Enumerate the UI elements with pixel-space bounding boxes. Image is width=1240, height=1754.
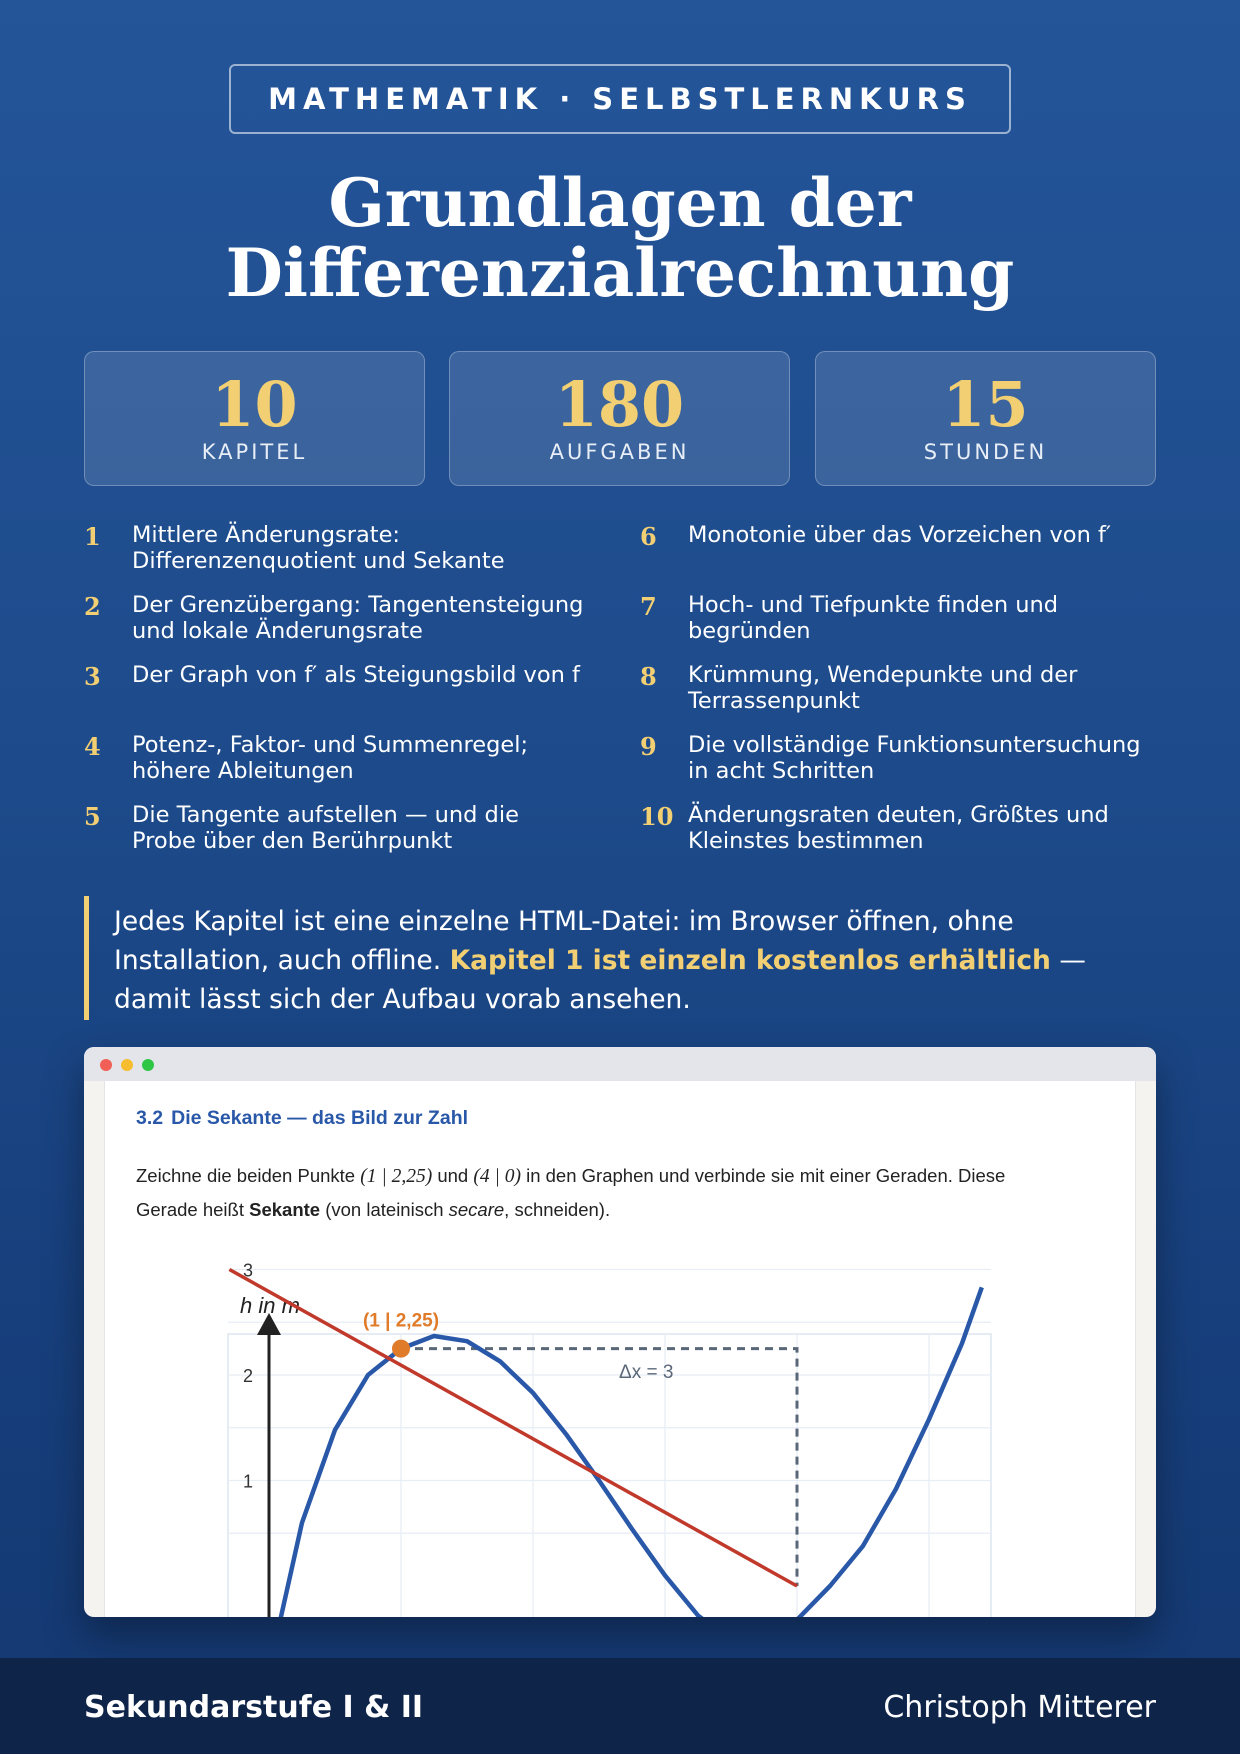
secant-chart: h in m 1 2 3 Δx = 3 (1 | 2,25) [227,1261,992,1617]
footer-author: Christoph Mitterer [883,1690,1156,1725]
chapter-title: Der Graph von f′ als Steigungsbild von f [132,662,580,688]
chapter-number: 2 [84,592,101,621]
course-title: Grundlagen der Differenzialrechnung [0,168,1240,308]
stat-label: KAPITEL [201,440,308,464]
chapter-number: 10 [640,802,674,831]
chapter-title: Hoch- und Tiefpunkte finden und begründen [688,592,1059,644]
section-heading: 3.2 Die Sekante — das Bild zur Zahl [136,1107,469,1129]
function-curve [278,1286,984,1617]
close-dot-icon [100,1059,112,1071]
chapter-item: 10 Änderungsraten deuten, Größtes und Kle… [640,802,1180,862]
stat-value: 180 [554,368,685,441]
secant-line [228,1267,798,1588]
stat-chapters: 10 KAPITEL [84,351,425,486]
minimize-dot-icon [121,1059,133,1071]
title-line-2: Differenzialrechnung [225,234,1015,312]
chapter-item: 4 Potenz-, Faktor- und Summenregel; höher… [84,732,624,792]
chapter-title: Die Tangente aufstellen — und die Probe ü… [132,802,519,854]
stat-label: STUNDEN [923,440,1048,464]
footer-bar: Sekundarstufe I & II Christoph Mitterer [0,1658,1240,1754]
chapter-number: 8 [640,662,657,691]
point-marker [392,1339,410,1358]
preview-page: 3.2 Die Sekante — das Bild zur Zahl Zeich… [104,1081,1136,1617]
chapter-title: Krümmung, Wendepunkte und der Terrassenpu… [688,662,1078,714]
y-axis-arrow-icon [257,1313,281,1335]
chapter-number: 4 [84,732,101,761]
chapter-title: Die vollständige Funktionsuntersuchung in… [688,732,1141,784]
chapter-title: Änderungsraten deuten, Größtes und Kleins… [688,802,1109,854]
chapter-number: 7 [640,592,657,621]
chapter-number: 3 [84,662,101,691]
delta-x-helper [401,1347,799,1586]
y-axis-label: h in m [240,1293,300,1318]
chapter-item: 5 Die Tangente aufstellen — und die Probe… [84,802,624,862]
y-tick-label: 3 [243,1261,253,1281]
chapter-item: 8 Krümmung, Wendepunkte und der Terrassen… [640,662,1180,722]
stats-row: 10 KAPITEL 180 AUFGABEN 15 STUNDEN [84,351,1156,486]
free-chapter-highlight: Kapitel 1 ist einzeln kostenlos erhältli… [449,945,1051,976]
window-titlebar [84,1047,1156,1081]
stat-value: 10 [211,368,298,441]
chapter-number: 5 [84,802,101,831]
footer-level: Sekundarstufe I & II [84,1690,424,1725]
note-line-3: damit lässt sich der Aufbau vorab ansehe… [114,984,691,1015]
chapter-item: 6 Monotonie über das Vorzeichen von f′ [640,522,1180,582]
stat-label: AUFGABEN [549,440,690,464]
chapter-title: Der Grenzübergang: Tangentensteigung und … [132,592,584,644]
point-label: (1 | 2,25) [363,1311,439,1332]
plot-area [227,1333,992,1617]
note-line-1: Jedes Kapitel ist eine einzelne HTML-Dat… [114,906,1014,937]
chapter-item: 2 Der Grenzübergang: Tangentensteigung un… [84,592,624,652]
chapter-item: 3 Der Graph von f′ als Steigungsbild von… [84,662,624,722]
chapter-number: 6 [640,522,657,551]
chapter-title: Monotonie über das Vorzeichen von f′ [688,522,1112,548]
course-kicker: MATHEMATIK · SELBSTLERNKURS [229,64,1011,134]
chapter-item: 1 Mittlere Änderungsrate: Differenzenquot… [84,522,624,582]
chapter-item: 7 Hoch- und Tiefpunkte finden und begründ… [640,592,1180,652]
stat-hours: 15 STUNDEN [815,351,1156,486]
title-line-1: Grundlagen der [328,164,912,242]
stat-value: 15 [942,368,1029,441]
delta-x-label: Δx = 3 [619,1362,673,1383]
stat-exercises: 180 AUFGABEN [449,351,790,486]
y-tick-label: 1 [243,1472,253,1492]
chapter-number: 1 [84,522,101,551]
section-paragraph: Zeichne die beiden Punkte (1 | 2,25) und… [136,1165,1006,1220]
chapter-number: 9 [640,732,657,761]
maximize-dot-icon [142,1059,154,1071]
info-note: Jedes Kapitel ist eine einzelne HTML-Dat… [84,896,1156,1020]
chapter-title: Mittlere Änderungsrate: Differenzenquotie… [132,522,505,574]
chapter-item: 9 Die vollständige Funktionsuntersuchung… [640,732,1180,792]
y-tick-label: 2 [243,1366,253,1386]
note-line-2: Installation, auch offline. Kapitel 1 is… [114,945,1086,976]
chapter-title: Potenz-, Faktor- und Summenregel; höhere … [132,732,529,784]
chapter-preview-window: 3.2 Die Sekante — das Bild zur Zahl Zeich… [84,1047,1156,1617]
